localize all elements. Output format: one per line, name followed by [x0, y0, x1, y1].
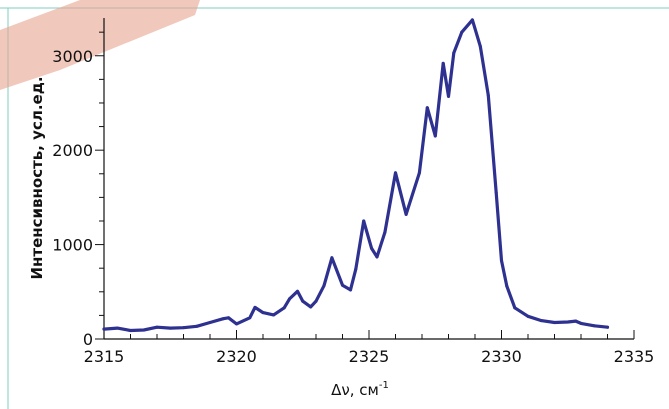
x-axis-title-main: Δν, см	[331, 381, 379, 399]
data-point	[282, 306, 286, 310]
data-point	[322, 284, 326, 288]
data-point	[526, 314, 530, 318]
data-point	[362, 219, 366, 223]
data-point	[195, 324, 199, 328]
data-point	[478, 44, 482, 48]
x-tick-label: 2320	[216, 347, 257, 366]
y-tick-label: 1000	[52, 236, 93, 255]
x-tick-label: 2325	[349, 347, 390, 366]
data-point	[375, 255, 379, 259]
data-point	[272, 313, 276, 317]
data-point	[221, 317, 225, 321]
data-point	[579, 321, 583, 325]
data-point	[115, 326, 119, 330]
data-points	[102, 18, 609, 333]
x-axis-title: Δν, см-1	[331, 380, 389, 399]
y-tick-label: 0	[83, 330, 93, 349]
data-point	[460, 30, 464, 34]
data-point	[155, 325, 159, 329]
data-point	[404, 212, 408, 216]
data-point	[330, 256, 334, 260]
x-ticks: 2315 2320 2325 2330 2335	[84, 330, 655, 366]
data-point	[301, 299, 305, 303]
x-tick-label: 2335	[614, 347, 655, 366]
y-axis-title: Интенсивность, усл.ед.	[28, 76, 46, 279]
data-point	[227, 316, 231, 320]
x-axis-title-superscript: -1	[379, 380, 389, 391]
y-ticks: 0 1000 2000 3000	[52, 31, 104, 349]
data-point	[348, 288, 352, 292]
data-point	[354, 267, 358, 271]
data-point	[314, 299, 318, 303]
data-point	[235, 322, 238, 326]
data-point	[470, 18, 474, 22]
data-point	[452, 51, 456, 55]
y-tick-label: 2000	[52, 141, 93, 160]
data-point	[142, 328, 146, 332]
data-point	[309, 305, 313, 309]
data-point	[208, 320, 212, 324]
data-point	[341, 283, 344, 287]
data-point	[425, 106, 429, 110]
data-point	[441, 61, 445, 65]
data-point	[566, 320, 570, 324]
data-point	[500, 259, 503, 263]
data-point	[253, 305, 257, 309]
data-point	[447, 94, 450, 98]
data-point	[261, 311, 265, 315]
data-point	[417, 171, 421, 175]
x-tick-label: 2330	[481, 347, 522, 366]
data-point	[182, 326, 185, 330]
data-point	[168, 326, 172, 330]
data-point	[486, 93, 490, 97]
data-point	[513, 306, 517, 310]
data-point	[574, 319, 578, 323]
data-point	[102, 327, 106, 331]
data-point	[248, 316, 252, 320]
decorative-banner	[0, 0, 200, 90]
data-point	[288, 297, 291, 301]
data-point	[494, 191, 498, 195]
x-tick-label: 2315	[84, 347, 125, 366]
data-point	[539, 319, 543, 323]
data-point	[383, 230, 387, 234]
data-point	[505, 284, 509, 288]
plot-area: 0 1000 2000 3000 2315 2320 2325 2330 2335	[52, 18, 654, 366]
data-point	[129, 329, 132, 333]
data-point	[592, 324, 596, 328]
data-point	[553, 320, 556, 324]
data-point	[370, 246, 374, 250]
y-tick-label: 3000	[52, 47, 93, 66]
data-point	[394, 171, 397, 175]
data-point	[295, 289, 299, 293]
data-point	[606, 325, 609, 329]
series-line	[102, 18, 610, 333]
data-point	[433, 134, 437, 138]
